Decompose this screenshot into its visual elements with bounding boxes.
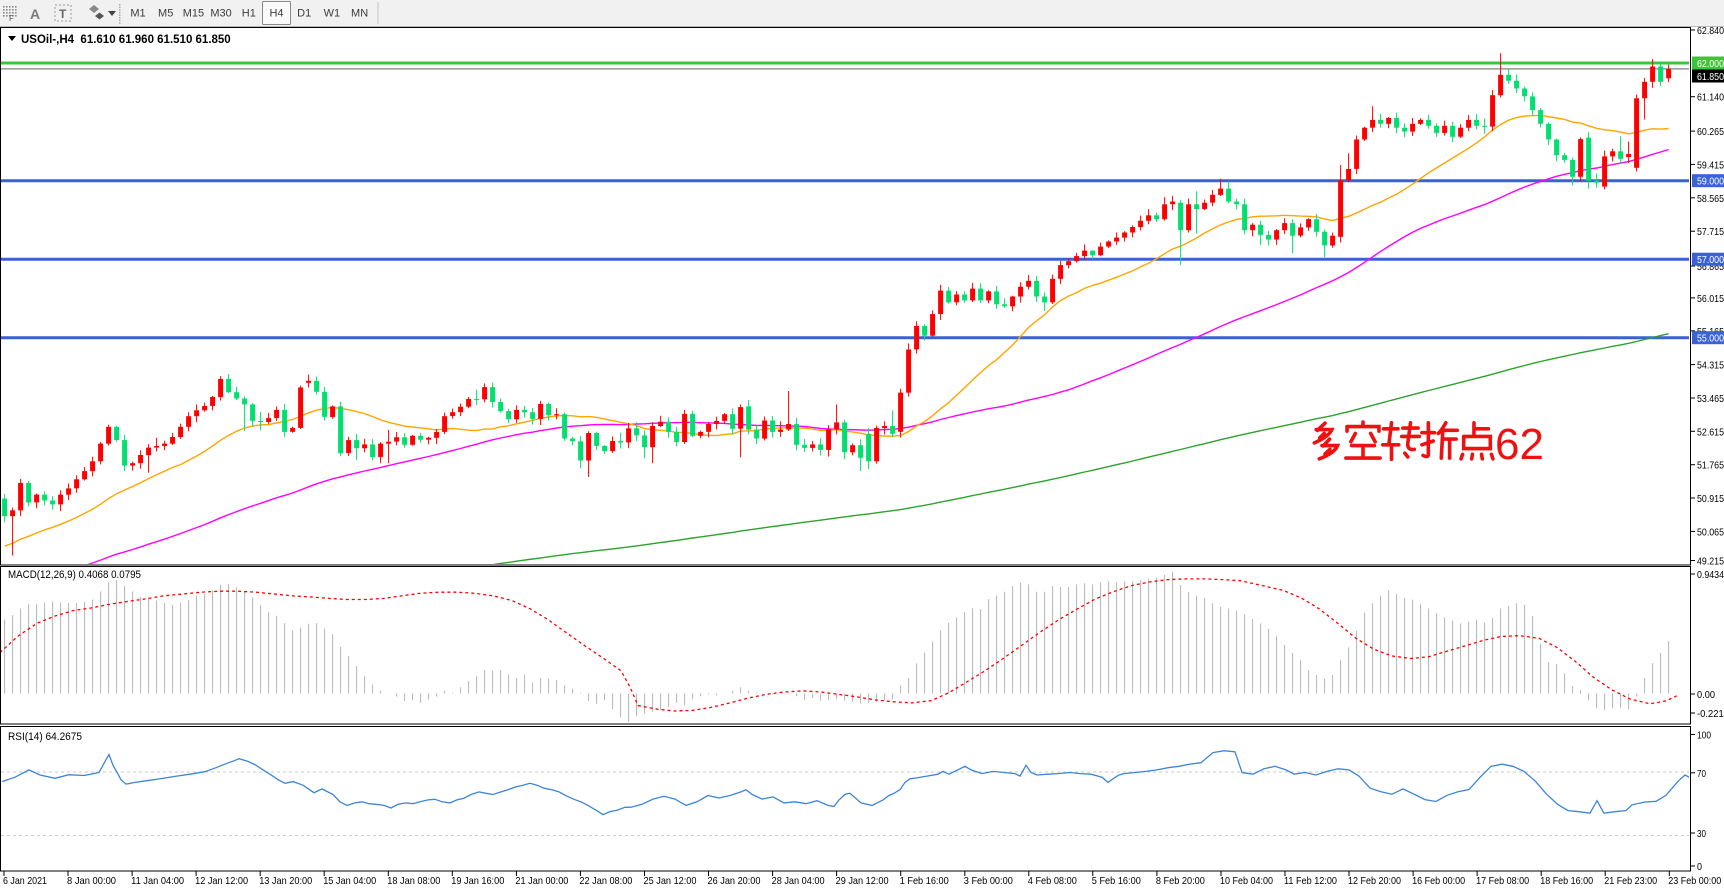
svg-text:M15: M15 xyxy=(183,8,204,20)
svg-text:11 Feb 12:00: 11 Feb 12:00 xyxy=(1284,875,1337,887)
svg-text:H4: H4 xyxy=(269,8,283,20)
svg-text:57.000: 57.000 xyxy=(1697,254,1724,266)
svg-text:61.140: 61.140 xyxy=(1697,92,1724,104)
svg-text:F: F xyxy=(9,14,14,23)
svg-text:6 Jan 2021: 6 Jan 2021 xyxy=(3,875,47,887)
svg-text:T: T xyxy=(59,7,67,21)
svg-text:25 Jan 12:00: 25 Jan 12:00 xyxy=(644,875,697,887)
svg-text:52.615: 52.615 xyxy=(1697,426,1724,438)
svg-text:26 Jan 20:00: 26 Jan 20:00 xyxy=(708,875,761,887)
svg-text:8 Feb 20:00: 8 Feb 20:00 xyxy=(1156,875,1205,887)
svg-text:W1: W1 xyxy=(324,8,341,20)
svg-text:28 Jan 04:00: 28 Jan 04:00 xyxy=(772,875,825,887)
svg-text:17 Feb 08:00: 17 Feb 08:00 xyxy=(1476,875,1529,887)
svg-text:55.000: 55.000 xyxy=(1697,333,1724,345)
svg-text:50.915: 50.915 xyxy=(1697,493,1724,505)
svg-text:53.465: 53.465 xyxy=(1697,393,1724,405)
svg-text:12 Jan 12:00: 12 Jan 12:00 xyxy=(195,875,248,887)
svg-text:50.065: 50.065 xyxy=(1697,526,1724,538)
svg-text:1 Feb 16:00: 1 Feb 16:00 xyxy=(900,875,949,887)
svg-text:0.9434: 0.9434 xyxy=(1697,569,1724,581)
svg-text:22 Jan 08:00: 22 Jan 08:00 xyxy=(579,875,632,887)
svg-text:RSI(14) 64.2675: RSI(14) 64.2675 xyxy=(8,731,82,743)
svg-text:MN: MN xyxy=(351,8,368,20)
svg-text:21 Jan 00:00: 21 Jan 00:00 xyxy=(515,875,568,887)
svg-text:H1: H1 xyxy=(242,8,256,20)
svg-text:57.715: 57.715 xyxy=(1697,226,1724,238)
svg-text:M5: M5 xyxy=(158,8,173,20)
svg-text:61.850: 61.850 xyxy=(1697,71,1724,83)
svg-text:23 Feb 00:00: 23 Feb 00:00 xyxy=(1668,875,1721,887)
svg-text:56.015: 56.015 xyxy=(1697,293,1724,305)
svg-text:29 Jan 12:00: 29 Jan 12:00 xyxy=(836,875,889,887)
svg-text:USOil-,H4 61.610 61.960 61.51: USOil-,H4 61.610 61.960 61.510 61.850 xyxy=(21,34,231,46)
svg-text:18 Feb 16:00: 18 Feb 16:00 xyxy=(1540,875,1593,887)
svg-text:100: 100 xyxy=(1697,730,1711,742)
svg-text:4 Feb 08:00: 4 Feb 08:00 xyxy=(1028,875,1077,887)
svg-text:5 Feb 16:00: 5 Feb 16:00 xyxy=(1092,875,1141,887)
svg-text:30: 30 xyxy=(1697,828,1706,840)
svg-text:-0.2213: -0.2213 xyxy=(1697,708,1724,720)
svg-text:15 Jan 04:00: 15 Jan 04:00 xyxy=(323,875,376,887)
svg-text:58.565: 58.565 xyxy=(1697,193,1724,205)
svg-text:0.00: 0.00 xyxy=(1697,689,1715,701)
svg-text:12 Feb 20:00: 12 Feb 20:00 xyxy=(1348,875,1401,887)
svg-text:62.000: 62.000 xyxy=(1697,58,1724,70)
svg-text:62: 62 xyxy=(1495,420,1544,469)
svg-text:21 Feb 23:00: 21 Feb 23:00 xyxy=(1604,875,1657,887)
svg-text:M30: M30 xyxy=(210,8,231,20)
svg-text:49.215: 49.215 xyxy=(1697,556,1724,568)
svg-text:16 Feb 00:00: 16 Feb 00:00 xyxy=(1412,875,1465,887)
svg-text:A: A xyxy=(30,6,40,22)
svg-text:0: 0 xyxy=(1697,861,1702,873)
svg-text:8 Jan 00:00: 8 Jan 00:00 xyxy=(67,875,116,887)
svg-text:59.000: 59.000 xyxy=(1697,176,1724,188)
svg-text:M1: M1 xyxy=(130,8,145,20)
svg-text:60.265: 60.265 xyxy=(1697,126,1724,138)
svg-text:3 Feb 00:00: 3 Feb 00:00 xyxy=(964,875,1013,887)
svg-text:19 Jan 16:00: 19 Jan 16:00 xyxy=(451,875,504,887)
svg-text:MACD(12,26,9) 0.4068 0.0795: MACD(12,26,9) 0.4068 0.0795 xyxy=(8,569,141,581)
svg-text:70: 70 xyxy=(1697,768,1706,780)
svg-text:18 Jan 08:00: 18 Jan 08:00 xyxy=(387,875,440,887)
svg-text:10 Feb 04:00: 10 Feb 04:00 xyxy=(1220,875,1273,887)
svg-text:13 Jan 20:00: 13 Jan 20:00 xyxy=(259,875,312,887)
svg-text:D1: D1 xyxy=(297,8,311,20)
svg-text:62.840: 62.840 xyxy=(1697,25,1724,37)
svg-text:59.415: 59.415 xyxy=(1697,159,1724,171)
svg-text:51.765: 51.765 xyxy=(1697,460,1724,472)
svg-text:11 Jan 04:00: 11 Jan 04:00 xyxy=(131,875,184,887)
svg-text:54.315: 54.315 xyxy=(1697,360,1724,372)
